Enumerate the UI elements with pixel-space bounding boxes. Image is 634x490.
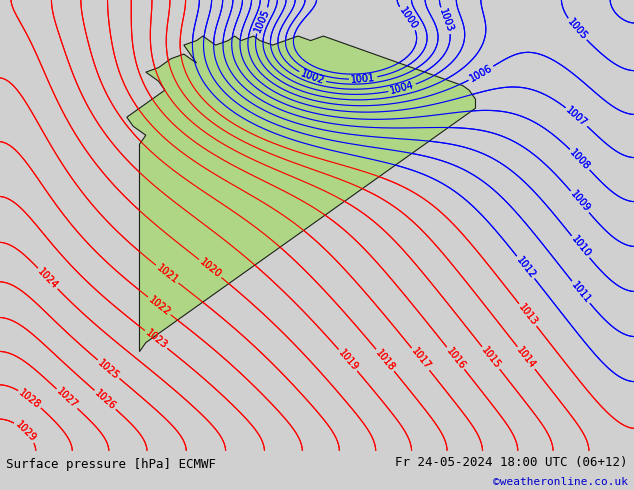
Text: 1006: 1006 [468, 63, 494, 84]
Text: 1000: 1000 [397, 5, 419, 31]
Text: Fr 24-05-2024 18:00 UTC (06+12): Fr 24-05-2024 18:00 UTC (06+12) [395, 456, 628, 469]
Text: 1002: 1002 [299, 69, 325, 86]
Text: 1025: 1025 [96, 357, 121, 381]
Text: Surface pressure [hPa] ECMWF: Surface pressure [hPa] ECMWF [6, 458, 216, 471]
Text: 1008: 1008 [567, 147, 592, 172]
Text: 1005: 1005 [252, 7, 271, 34]
Text: 1010: 1010 [569, 234, 592, 260]
Text: 1018: 1018 [373, 347, 397, 373]
Text: 1005: 1005 [565, 17, 589, 42]
Polygon shape [127, 36, 476, 352]
Text: 1002: 1002 [299, 69, 325, 86]
Text: 1006: 1006 [468, 63, 494, 84]
Text: 1007: 1007 [564, 105, 589, 129]
Text: 1026: 1026 [93, 388, 118, 412]
Text: 1020: 1020 [198, 257, 223, 280]
Text: 1001: 1001 [351, 73, 376, 85]
Text: 1005: 1005 [565, 17, 589, 42]
Text: 1021: 1021 [154, 263, 180, 286]
Text: 1011: 1011 [569, 280, 592, 305]
Text: 1024: 1024 [36, 266, 60, 291]
Text: 1020: 1020 [198, 257, 223, 280]
Text: 1007: 1007 [564, 105, 589, 129]
Text: 1021: 1021 [154, 263, 180, 286]
Text: 1017: 1017 [409, 346, 432, 372]
Text: 1022: 1022 [146, 294, 172, 318]
Text: 1017: 1017 [409, 346, 432, 372]
Text: 1014: 1014 [515, 345, 538, 370]
Text: 1023: 1023 [143, 328, 169, 351]
Text: 1012: 1012 [514, 255, 537, 280]
Text: 1009: 1009 [568, 189, 592, 214]
Text: 1018: 1018 [373, 347, 397, 373]
Text: 1015: 1015 [479, 345, 502, 371]
Text: 1004: 1004 [389, 80, 415, 97]
Text: 1005: 1005 [252, 7, 271, 34]
Text: ©weatheronline.co.uk: ©weatheronline.co.uk [493, 477, 628, 487]
Text: 1022: 1022 [146, 294, 172, 318]
Text: 1028: 1028 [17, 387, 42, 410]
Text: 1003: 1003 [437, 7, 455, 34]
Text: 1013: 1013 [516, 302, 539, 328]
Text: 1023: 1023 [143, 328, 169, 351]
Text: 1010: 1010 [569, 234, 592, 260]
Text: 1009: 1009 [568, 189, 592, 214]
Text: 1027: 1027 [55, 387, 79, 411]
Text: 1012: 1012 [514, 255, 537, 280]
Text: 1013: 1013 [516, 302, 539, 328]
Text: 1000: 1000 [397, 5, 419, 31]
Text: 1003: 1003 [437, 7, 455, 34]
Text: 1026: 1026 [93, 388, 118, 412]
Text: 1029: 1029 [13, 419, 38, 444]
Text: 1025: 1025 [96, 357, 121, 381]
Text: 1029: 1029 [13, 419, 38, 444]
Text: 1019: 1019 [336, 347, 359, 373]
Text: 1014: 1014 [515, 345, 538, 370]
Text: 1011: 1011 [569, 280, 592, 305]
Text: 1019: 1019 [336, 347, 359, 373]
Text: 1016: 1016 [444, 345, 467, 371]
Text: 1027: 1027 [55, 387, 79, 411]
Text: 1016: 1016 [444, 345, 467, 371]
Text: 1008: 1008 [567, 147, 592, 172]
Text: 1028: 1028 [17, 387, 42, 410]
Text: 1004: 1004 [389, 80, 415, 97]
Text: 1024: 1024 [36, 266, 60, 291]
Text: 1015: 1015 [479, 345, 502, 371]
Text: 1001: 1001 [351, 73, 376, 85]
